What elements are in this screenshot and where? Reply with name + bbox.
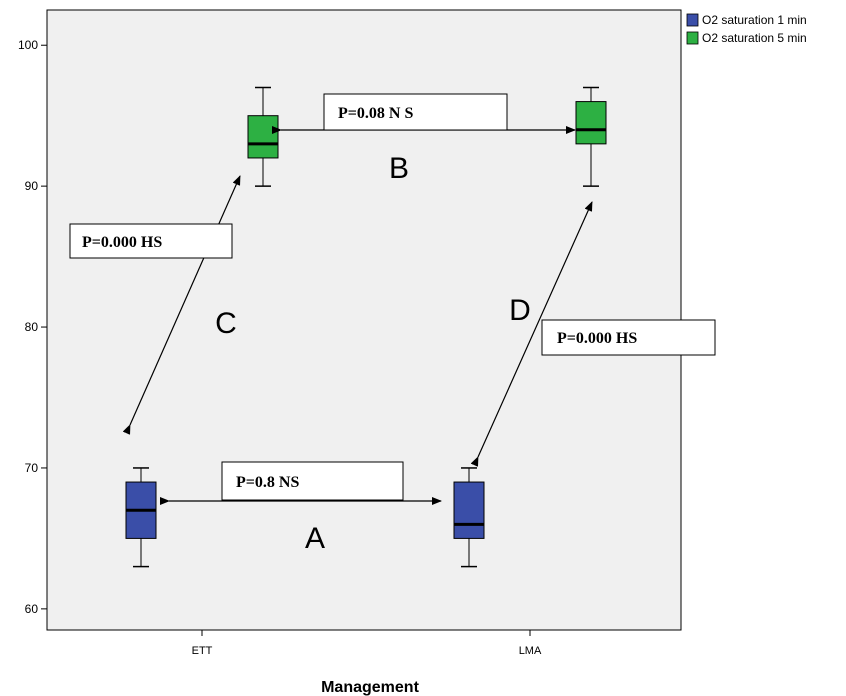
box-lma-1min [453, 467, 485, 568]
pvalue-label: P=0.8 NS [236, 474, 299, 491]
comparison-arrow [122, 175, 241, 435]
y-tick-label: 70 [25, 461, 39, 475]
comparison-b: P=0.08 N S B [272, 93, 576, 185]
x-tick-label: ETT [192, 645, 213, 657]
comparison-letter: A [305, 522, 325, 555]
y-tick-label: 90 [25, 179, 39, 193]
pvalue-box [541, 319, 716, 356]
box-ett-5min [247, 86, 279, 187]
pvalue-label: P=0.000 HS [557, 330, 637, 347]
comparison-letter: C [215, 307, 237, 340]
comparison-d: P=0.000 HS D [470, 201, 716, 467]
comparison-letter: B [389, 152, 409, 185]
comparison-letter: D [509, 294, 531, 327]
pvalue-box [323, 93, 508, 131]
legend-label: O2 saturation 1 min [702, 13, 807, 27]
box-ett-1min [125, 467, 157, 568]
legend-swatch [686, 31, 699, 45]
comparison-c: P=0.000 HS C [69, 175, 241, 435]
legend: O2 saturation 1 min O2 saturation 5 min [686, 13, 807, 45]
y-tick-label: 80 [25, 320, 39, 334]
box-iqr [575, 101, 607, 145]
pvalue-label: P=0.08 N S [338, 105, 413, 122]
box-plots [125, 86, 607, 568]
pvalue-box [69, 223, 233, 259]
box-lma-5min [575, 86, 607, 187]
box-iqr [247, 115, 279, 159]
y-tick-label: 100 [18, 38, 38, 52]
comparison-a: P=0.8 NS A [160, 461, 442, 555]
comparison-arrow [470, 201, 593, 467]
legend-label: O2 saturation 5 min [702, 31, 807, 45]
x-axis: ETT LMA [192, 630, 542, 657]
pvalue-box [221, 461, 404, 501]
y-tick-label: 60 [25, 602, 39, 616]
box-iqr [453, 481, 485, 539]
legend-swatch [686, 13, 699, 27]
x-tick-label: LMA [519, 645, 542, 657]
x-axis-title: Management [321, 679, 419, 696]
y-axis: 60 70 80 90 100 [18, 38, 47, 616]
pvalue-label: P=0.000 HS [82, 234, 162, 251]
